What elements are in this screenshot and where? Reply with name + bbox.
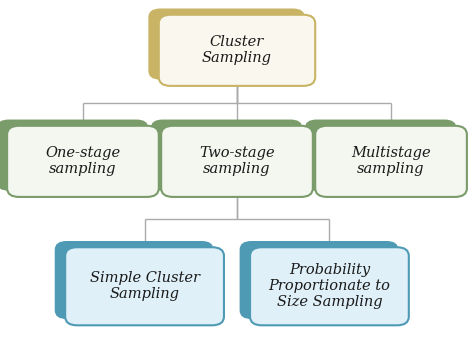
FancyBboxPatch shape <box>151 119 302 191</box>
FancyBboxPatch shape <box>161 126 313 197</box>
Text: Cluster
Sampling: Cluster Sampling <box>202 35 272 66</box>
FancyBboxPatch shape <box>0 119 148 191</box>
FancyBboxPatch shape <box>7 126 159 197</box>
FancyBboxPatch shape <box>65 247 224 325</box>
FancyBboxPatch shape <box>250 247 409 325</box>
Text: Multistage
sampling: Multistage sampling <box>351 146 431 177</box>
FancyBboxPatch shape <box>239 241 398 319</box>
FancyBboxPatch shape <box>159 15 315 86</box>
FancyBboxPatch shape <box>315 126 467 197</box>
Text: Two-stage
sampling: Two-stage sampling <box>199 146 275 177</box>
Text: Probability
Proportionate to
Size Sampling: Probability Proportionate to Size Sampli… <box>268 263 391 310</box>
FancyBboxPatch shape <box>148 8 305 80</box>
FancyBboxPatch shape <box>55 241 213 319</box>
Text: One-stage
sampling: One-stage sampling <box>46 146 120 177</box>
FancyBboxPatch shape <box>305 119 456 191</box>
Text: Simple Cluster
Sampling: Simple Cluster Sampling <box>90 271 200 302</box>
